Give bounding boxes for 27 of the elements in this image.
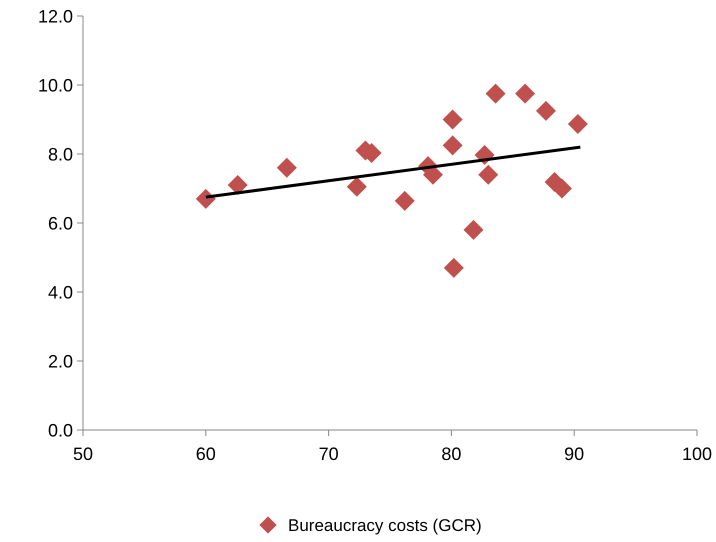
y-tick-label: 8.0 (48, 144, 73, 164)
y-tick-label: 4.0 (48, 282, 73, 302)
y-tick-label: 0.0 (48, 420, 73, 440)
x-tick-label: 90 (564, 444, 584, 464)
legend-label: Bureaucracy costs (GCR) (288, 516, 482, 535)
point (442, 110, 463, 130)
y-tick-label: 12.0 (38, 6, 73, 26)
y-tick-label: 10.0 (38, 75, 73, 96)
y-tick-label: 6.0 (48, 213, 73, 234)
point (228, 175, 248, 196)
point (442, 135, 463, 156)
point (394, 190, 415, 211)
point (515, 84, 536, 104)
x-tick-label: 100 (682, 444, 712, 464)
x-tick-label: 60 (196, 444, 216, 464)
point (478, 164, 498, 185)
x-tick-label: 70 (318, 444, 339, 464)
point (276, 158, 297, 178)
y-tick-label: 2.0 (48, 351, 73, 372)
point (464, 220, 484, 240)
point (486, 84, 506, 104)
point (444, 258, 464, 278)
point (536, 100, 556, 121)
point (346, 176, 367, 197)
x-tick-label: 50 (72, 444, 94, 464)
point (568, 114, 588, 134)
x-tick-label: 80 (441, 444, 462, 464)
